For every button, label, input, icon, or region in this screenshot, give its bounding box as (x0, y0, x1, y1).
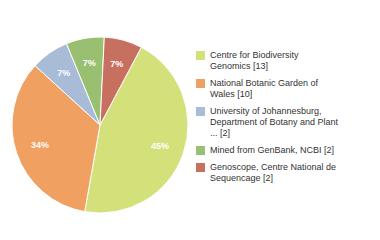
html-text:Mined from GenBank, NCBI [2]: Mined from GenBank, NCBI [2] (210, 145, 335, 155)
svg-text:7%: 7% (110, 59, 123, 69)
html-text:Department of Botany and Plant: Department of Botany and Plant (210, 117, 339, 127)
html-text:Genoscope, Centre National de: Genoscope, Centre National de (210, 162, 337, 172)
html-text:University of Johannesburg,: University of Johannesburg, (210, 106, 322, 116)
svg-text:7%: 7% (83, 58, 96, 68)
html-text:Wales [10]: Wales [10] (210, 89, 253, 99)
html-text:National Botanic Garden of: National Botanic Garden of (210, 78, 319, 88)
svg-text:45%: 45% (151, 141, 169, 151)
html-text:Genomics [13]: Genomics [13] (210, 61, 268, 71)
svg-text:7%: 7% (57, 68, 70, 78)
html-text:Sequencage [2]: Sequencage [2] (210, 173, 274, 183)
svg-text:34%: 34% (31, 140, 49, 150)
html-text:... [2]: ... [2] (210, 128, 230, 138)
html-text:Centre for Biodiversity: Centre for Biodiversity (210, 50, 299, 60)
